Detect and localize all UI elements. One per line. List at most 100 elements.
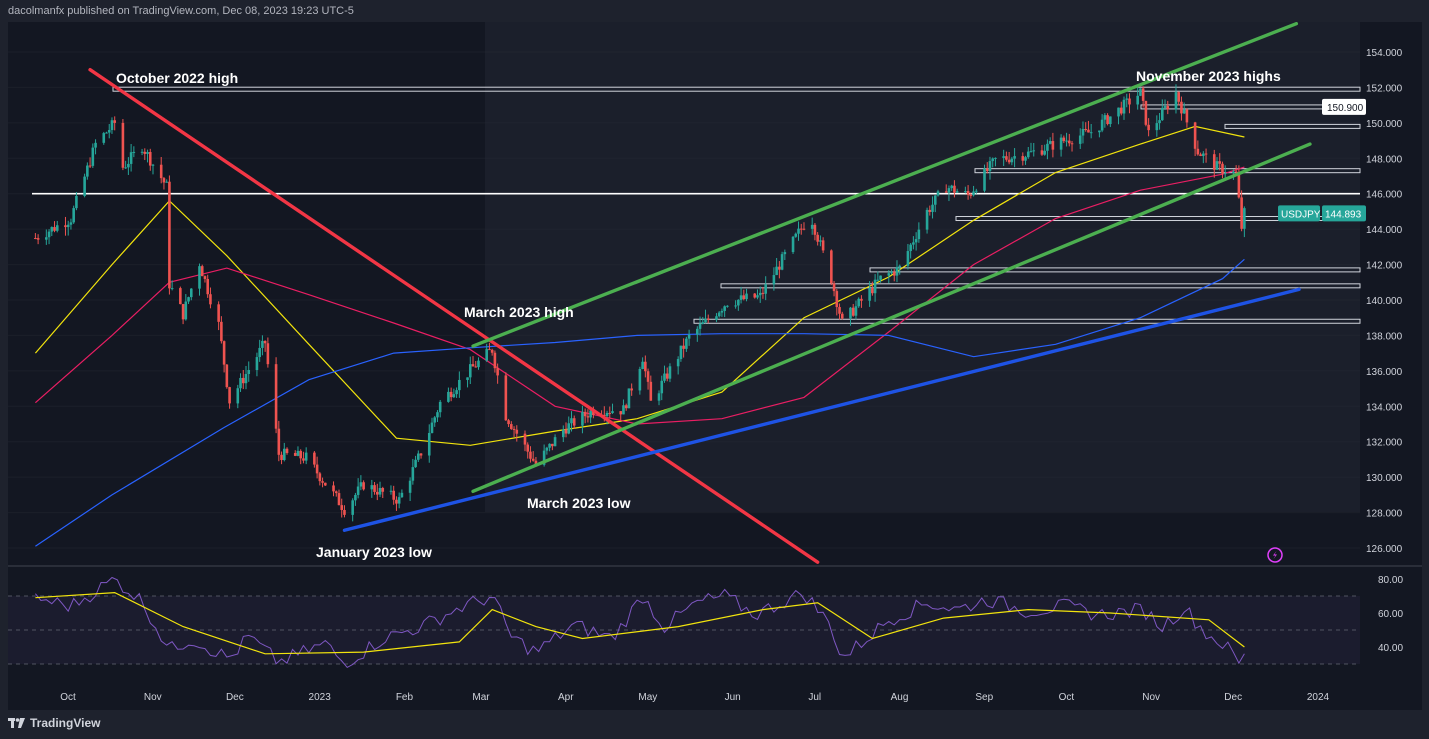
time-tick-label: Nov xyxy=(144,692,162,703)
last-price-badge-text: 144.893 xyxy=(1325,209,1362,220)
candle-body xyxy=(947,188,951,193)
candle-body xyxy=(105,132,108,134)
rsi-signal-line xyxy=(35,591,1245,655)
flash-icon[interactable] xyxy=(1267,547,1283,563)
candle-body xyxy=(778,266,781,270)
candle-body xyxy=(887,273,891,276)
candle-body xyxy=(381,487,385,492)
candle-body xyxy=(1002,156,1005,158)
time-tick-label: Aug xyxy=(891,692,909,703)
candle-body xyxy=(389,490,393,492)
candle-body xyxy=(75,195,78,209)
candle-body xyxy=(624,405,628,409)
horizontal-levels xyxy=(32,86,1361,324)
candle-body xyxy=(638,369,642,391)
candle-body xyxy=(969,194,973,196)
level-band xyxy=(869,267,1361,273)
candle-body xyxy=(225,364,229,388)
candle-body xyxy=(906,251,910,266)
candle-body xyxy=(734,305,737,307)
time-tick-label: Dec xyxy=(226,692,244,703)
candle-body xyxy=(950,185,953,189)
candle-body xyxy=(1166,106,1170,110)
candle-body xyxy=(351,500,354,515)
candle-body xyxy=(452,394,456,398)
candle-body xyxy=(706,318,710,320)
candle-body xyxy=(1155,123,1159,131)
candle-body xyxy=(1024,157,1027,161)
candle-body xyxy=(247,370,251,375)
candle-body xyxy=(1180,101,1183,114)
trendline-2 xyxy=(471,21,1299,348)
candle-body xyxy=(660,380,664,394)
candle-body xyxy=(88,165,92,167)
candle-body xyxy=(66,224,70,228)
candle-body xyxy=(835,291,839,308)
candle-body xyxy=(239,377,242,389)
candle-body xyxy=(433,417,437,423)
candle-body xyxy=(745,293,748,300)
candle-body xyxy=(764,284,767,294)
candle-body xyxy=(873,279,877,294)
candle-body xyxy=(468,364,472,378)
candle-body xyxy=(860,298,863,301)
level-band xyxy=(1224,123,1361,129)
candle-body xyxy=(1212,154,1216,170)
rsi-line xyxy=(35,576,1245,669)
time-tick-label: May xyxy=(638,692,657,703)
price-tick-label: 134.000 xyxy=(1366,402,1403,413)
price-tick-label: 146.000 xyxy=(1366,190,1403,201)
candle-body xyxy=(1182,109,1186,114)
candle-body xyxy=(676,359,680,367)
candle-body xyxy=(687,334,691,339)
candle-body xyxy=(1202,153,1205,157)
candle-body xyxy=(663,373,666,381)
candle-body xyxy=(679,345,683,360)
footer-brand: TradingView xyxy=(30,716,101,730)
candle-body xyxy=(408,480,412,493)
candle-body xyxy=(299,450,303,459)
candle-body xyxy=(1136,95,1139,105)
candle-body xyxy=(1021,156,1025,161)
price-tick-label: 136.000 xyxy=(1366,367,1403,378)
candle-body xyxy=(1223,173,1227,175)
chart-frame[interactable]: October 2022 high November 2023 highs Marc… xyxy=(8,21,1422,710)
candle-body xyxy=(1062,137,1066,142)
candle-body xyxy=(1098,130,1101,133)
trendline-3 xyxy=(471,142,1312,494)
candle-body xyxy=(531,458,535,461)
candle-body xyxy=(964,191,967,193)
candle-body xyxy=(510,424,513,429)
candle-body xyxy=(110,120,114,131)
candle-body xyxy=(471,364,475,367)
candle-body xyxy=(220,321,223,342)
candle-body xyxy=(179,288,182,305)
candle-body xyxy=(810,224,814,229)
candle-body xyxy=(140,151,144,153)
price-tick-label: 154.000 xyxy=(1366,48,1403,59)
price-tick-label: 138.000 xyxy=(1366,331,1403,342)
candle-body xyxy=(988,161,992,171)
candle-body xyxy=(438,401,442,413)
moving-average-1 xyxy=(34,125,1245,446)
candle-body xyxy=(1013,156,1016,159)
price-axis[interactable]: 154.000 152.000 150.000 148.000 146.000 144.0… xyxy=(1366,48,1403,654)
candle-body xyxy=(641,361,644,370)
candle-body xyxy=(603,414,606,416)
candle-body xyxy=(1103,115,1107,120)
candle-body xyxy=(780,254,784,270)
candle-body xyxy=(228,387,231,404)
candle-body xyxy=(1010,158,1014,163)
candle-body xyxy=(570,418,573,424)
candle-body xyxy=(914,239,918,243)
time-axis[interactable]: Oct Nov Dec 2023 Feb Mar Apr May Jun Jul Aug Sep Oct… xyxy=(60,692,1329,703)
candle-body xyxy=(1185,109,1189,123)
candle-body xyxy=(966,191,970,195)
candle-body xyxy=(933,195,937,205)
candle-body xyxy=(244,374,248,384)
candle-body xyxy=(217,304,220,322)
candle-body xyxy=(657,393,661,401)
candle-body xyxy=(447,391,450,402)
candle-body xyxy=(534,460,538,465)
price-chart[interactable]: October 2022 high November 2023 highs Marc… xyxy=(8,21,1422,710)
